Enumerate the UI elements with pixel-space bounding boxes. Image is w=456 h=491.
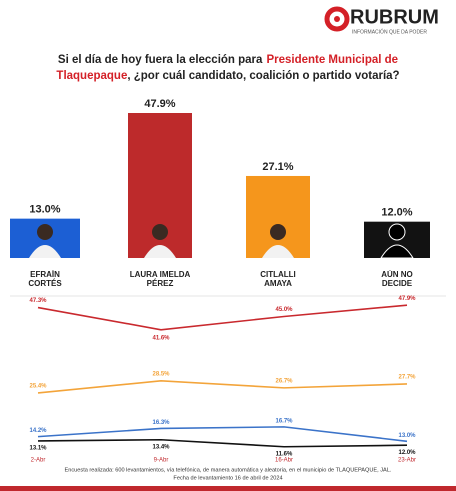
category-label: CITLALLI AMAYA	[260, 270, 296, 288]
label-box: EFRAÍN CORTÉS	[28, 270, 62, 288]
photo-head	[270, 224, 286, 240]
value-label: 45.0%	[275, 307, 293, 313]
photo-body	[262, 245, 294, 258]
chart-title: Tlaquepaque, ¿por cuál candidato, coalic…	[56, 70, 399, 82]
label-box: CITLALLI AMAYA	[260, 270, 296, 288]
x-tick-label: 16-Abr	[275, 458, 293, 464]
value-label: 13.1%	[29, 445, 47, 451]
category-label: EFRAÍN CORTÉS	[28, 270, 62, 288]
photo-head	[152, 224, 168, 240]
photo-head	[388, 223, 406, 241]
tagline: INFORMACIÓN QUE DA PODER	[352, 28, 427, 35]
value-label: 13.0%	[29, 204, 60, 216]
footnote: Fecha de levantamiento 16 de abril de 20…	[173, 475, 282, 481]
value-label: 41.6%	[152, 335, 170, 341]
title-part: , ¿por cuál candidato, coalición o parti…	[127, 70, 399, 82]
logo-dot	[334, 16, 340, 22]
value-label: 47.3%	[29, 298, 47, 304]
footnote: Encuesta realizada: 600 levantamientos, …	[65, 467, 392, 473]
category-label: AÚN NO DECIDE	[381, 270, 413, 288]
value-label: 27.7%	[398, 375, 416, 381]
title-highlight: Presidente Municipal de	[266, 54, 398, 66]
value-label: 28.5%	[152, 371, 170, 377]
label-box: AÚN NO DECIDE	[381, 270, 413, 288]
x-tick-label: 9-Abr	[154, 458, 169, 464]
photo-body	[29, 245, 61, 258]
value-label: 25.4%	[29, 384, 47, 390]
x-tick-label: 2-Abr	[31, 458, 46, 464]
value-label: 12.0%	[381, 207, 412, 219]
category-label: LAURA IMELDA PÉREZ	[129, 270, 191, 288]
series-line	[37, 438, 408, 448]
value-label: 13.4%	[152, 444, 170, 450]
value-label: 26.7%	[275, 378, 293, 384]
value-label: 16.7%	[275, 418, 293, 424]
value-label: 27.1%	[262, 161, 293, 173]
series-line	[37, 426, 408, 443]
value-label: 47.9%	[398, 296, 416, 302]
title-part: Si el día de hoy fuera la elección para	[58, 54, 263, 66]
photo-head	[37, 224, 53, 240]
chart-title: Si el día de hoy fuera la elección para P…	[58, 54, 398, 66]
series-line	[37, 304, 408, 331]
brand: RUBRUM	[350, 6, 439, 28]
photo-body	[380, 244, 414, 259]
photo-body	[144, 245, 176, 258]
value-label: 14.2%	[29, 428, 47, 434]
logo-ring	[324, 6, 350, 32]
bar	[246, 175, 310, 258]
value-label: 11.6%	[276, 451, 293, 457]
value-label: 16.3%	[152, 420, 170, 426]
value-label: 12.0%	[398, 450, 416, 456]
value-label: 47.9%	[144, 98, 175, 110]
series-line	[37, 380, 408, 394]
x-tick-label: 23-Abr	[398, 458, 416, 464]
value-label: 13.0%	[398, 433, 416, 439]
label-box: LAURA IMELDA PÉREZ	[129, 270, 191, 288]
title-highlight: Tlaquepaque	[56, 70, 127, 82]
bottom-band	[0, 486, 456, 491]
